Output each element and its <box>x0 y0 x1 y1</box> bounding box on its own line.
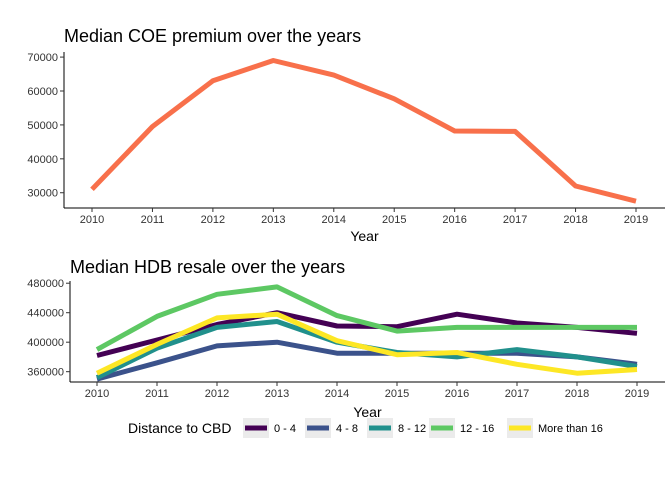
hdb-x-tick-label: 2015 <box>385 388 409 400</box>
hdb-x-axis-title: Year <box>353 404 382 420</box>
hdb-y-tick-label: 400000 <box>27 337 64 349</box>
legend-title: Distance to CBD <box>128 420 231 436</box>
hdb-y-tick-label: 440000 <box>27 308 64 320</box>
hdb-y-tick-label: 360000 <box>27 367 64 379</box>
coe-y-ticks: 30000 40000 50000 60000 70000 <box>27 52 64 200</box>
legend-label-8-12: 8 - 12 <box>398 423 426 435</box>
coe-x-axis-title: Year <box>350 228 379 244</box>
coe-x-tick-label: 2010 <box>80 214 104 226</box>
coe-x-tick-label: 2011 <box>141 214 165 226</box>
hdb-x-tick-label: 2013 <box>265 388 289 400</box>
coe-x-tick-label: 2014 <box>322 214 346 226</box>
coe-x-tick-label: 2012 <box>201 214 225 226</box>
coe-y-tick-label: 70000 <box>27 52 58 64</box>
hdb-series-line-12-16 <box>95 284 637 352</box>
coe-x-tick-label: 2013 <box>261 214 285 226</box>
coe-x-ticks: 2010 2011 2012 2013 2014 2015 2016 2017 2018 2019 <box>80 208 648 226</box>
hdb-chart-title: Median HDB resale over the years <box>70 257 345 277</box>
hdb-x-tick-label: 2010 <box>85 388 109 400</box>
legend-label-more-than-16: More than 16 <box>538 423 603 435</box>
hdb-panel: Median HDB resale over the years 360000 4… <box>27 257 665 420</box>
hdb-x-tick-label: 2016 <box>445 388 469 400</box>
hdb-x-tick-label: 2012 <box>205 388 229 400</box>
coe-y-tick-label: 60000 <box>27 86 58 98</box>
hdb-y-ticks: 360000 400000 440000 480000 <box>27 278 70 379</box>
legend-label-12-16: 12 - 16 <box>460 423 494 435</box>
hdb-x-tick-label: 2017 <box>505 388 529 400</box>
hdb-x-tick-label: 2011 <box>145 388 169 400</box>
legend-label-0-4: 0 - 4 <box>274 423 296 435</box>
coe-x-tick-label: 2016 <box>442 214 466 226</box>
hdb-series-line-more-than-16 <box>95 311 638 376</box>
coe-series-line-0 <box>90 58 637 204</box>
coe-x-tick-label: 2018 <box>563 214 587 226</box>
hdb-x-tick-label: 2014 <box>325 388 349 400</box>
coe-panel: Median COE premium over the years 30000 4… <box>27 26 665 244</box>
coe-y-tick-label: 50000 <box>27 120 58 132</box>
legend: Distance to CBD 0 - 4 4 - 8 8 - 12 12 - 16 M… <box>128 418 603 438</box>
legend-items: 0 - 4 4 - 8 8 - 12 12 - 16 More than 16 <box>243 418 603 438</box>
coe-series-lines <box>90 58 637 204</box>
coe-y-tick-label: 40000 <box>27 154 58 166</box>
hdb-x-tick-label: 2019 <box>625 388 649 400</box>
legend-label-4-8: 4 - 8 <box>336 423 358 435</box>
coe-y-tick-label: 30000 <box>27 188 58 200</box>
coe-x-tick-label: 2017 <box>503 214 527 226</box>
coe-chart-title: Median COE premium over the years <box>64 26 361 46</box>
hdb-series-lines <box>95 284 638 382</box>
hdb-y-tick-label: 480000 <box>27 278 64 290</box>
coe-x-tick-label: 2019 <box>624 214 648 226</box>
coe-x-tick-label: 2015 <box>382 214 406 226</box>
hdb-x-ticks: 2010 2011 2012 2013 2014 2015 2016 2017 2018 2019 <box>85 382 649 400</box>
hdb-x-tick-label: 2018 <box>565 388 589 400</box>
